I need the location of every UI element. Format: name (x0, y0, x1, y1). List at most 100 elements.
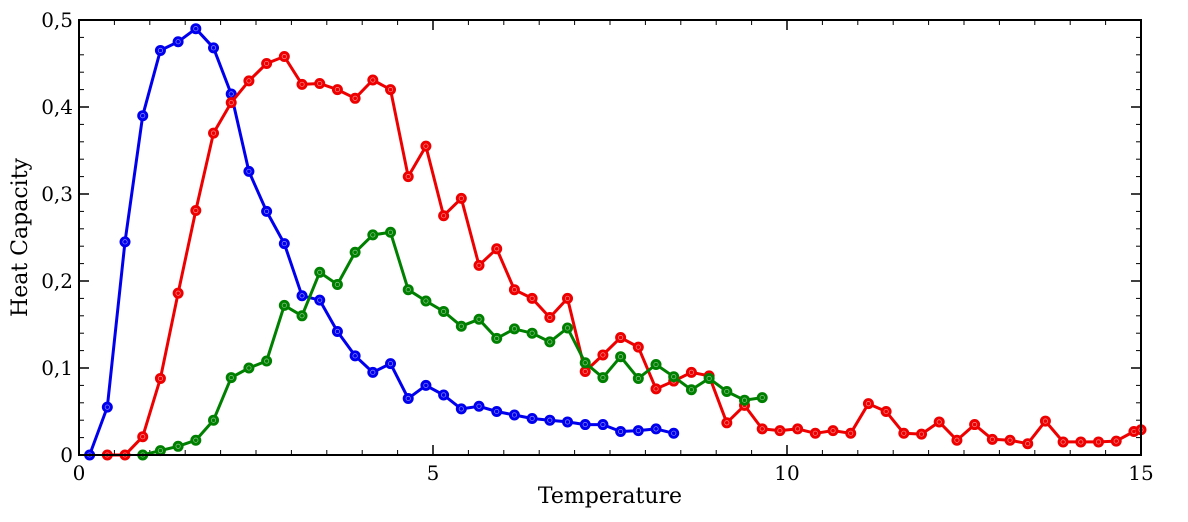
data-point-highlight (476, 316, 482, 322)
data-point (137, 431, 149, 443)
data-point (969, 419, 981, 431)
data-point-highlight (529, 295, 535, 301)
data-point-highlight (423, 298, 429, 304)
data-point-highlight (1025, 441, 1031, 447)
data-point-highlight (582, 360, 588, 366)
data-point-highlight (618, 354, 624, 360)
data-point-highlight (299, 293, 305, 299)
data-point-highlight (210, 45, 217, 51)
series-1 (84, 23, 680, 461)
data-point-highlight (795, 426, 801, 432)
data-point-highlight (441, 392, 447, 398)
series-3 (137, 226, 768, 461)
y-minor-ticks (79, 19, 1141, 456)
data-point (544, 336, 556, 348)
data-point-highlight (370, 77, 376, 83)
data-point-highlight (1060, 439, 1066, 445)
data-point-highlight (529, 330, 535, 336)
y-axis-title: Heat Capacity (8, 157, 33, 317)
data-point (420, 140, 432, 152)
data-point-highlight (352, 95, 358, 101)
data-point-highlight (281, 241, 287, 247)
data-point (809, 427, 821, 439)
data-point (261, 355, 273, 367)
data-point-highlight (352, 353, 358, 359)
data-point-highlight (653, 426, 659, 432)
data-point-highlight (458, 195, 464, 201)
data-point-highlight (547, 417, 553, 423)
data-point-highlight (228, 91, 234, 97)
data-point-highlight (600, 352, 606, 358)
data-point-highlight (759, 426, 765, 432)
data-point-highlight (564, 295, 571, 301)
data-point (438, 210, 450, 222)
data-point (579, 419, 591, 431)
data-point-highlight (918, 431, 925, 437)
data-point (420, 379, 432, 391)
data-point (650, 423, 662, 435)
data-point (473, 313, 485, 325)
data-point-highlight (405, 174, 411, 180)
data-point (349, 350, 361, 362)
data-point-highlight (334, 87, 340, 93)
data-point-highlight (423, 143, 429, 149)
data-point (668, 371, 680, 383)
y-tick-label: 0,5 (41, 8, 73, 32)
data-point (101, 401, 113, 413)
x-tick-labels: 0 5 10 15 (73, 461, 1154, 485)
data-point (190, 205, 202, 217)
data-point-highlight (600, 375, 606, 381)
data-point (632, 372, 644, 384)
data-point (402, 171, 414, 183)
data-point (402, 392, 414, 404)
data-point-highlight (264, 358, 270, 364)
data-point (331, 325, 343, 337)
data-point (562, 322, 574, 334)
data-point-highlight (476, 262, 482, 268)
data-point (438, 305, 450, 317)
data-point-highlight (175, 39, 181, 45)
data-point-highlight (157, 375, 163, 381)
data-point (172, 36, 184, 48)
data-point (314, 294, 326, 306)
data-point-highlight (193, 207, 199, 214)
data-point-highlight (405, 287, 411, 293)
data-point (172, 287, 184, 299)
data-point-highlight (441, 308, 447, 315)
data-point-highlight (564, 419, 571, 425)
x-tick-label: 10 (774, 461, 799, 485)
series-line (88, 27, 675, 456)
data-point-highlight (387, 361, 394, 367)
series-layer (84, 23, 1147, 461)
data-point-highlight (299, 81, 305, 87)
data-point (367, 229, 379, 241)
data-point-highlight (246, 78, 252, 84)
data-point (597, 349, 609, 361)
data-point (1093, 436, 1105, 448)
data-point (544, 312, 556, 324)
data-point-highlight (1042, 418, 1048, 424)
data-point (314, 266, 326, 278)
data-point (278, 299, 290, 311)
y-tick-label: 0,2 (41, 269, 73, 293)
data-point-highlight (228, 100, 234, 106)
data-point (208, 127, 220, 139)
data-point-highlight (600, 421, 606, 428)
data-point (1110, 435, 1122, 447)
data-point-highlight (582, 368, 588, 375)
x-tick-label: 15 (1128, 461, 1153, 485)
data-point-highlight (582, 421, 588, 428)
data-point (632, 341, 644, 353)
data-point (986, 433, 998, 445)
data-point (243, 75, 255, 87)
data-point (898, 427, 910, 439)
data-point (278, 238, 290, 250)
data-point (562, 416, 574, 428)
data-point-highlight (511, 326, 517, 332)
y-tick-label: 0 (60, 443, 73, 467)
data-point-highlight (458, 323, 464, 329)
data-point-highlight (564, 325, 571, 331)
y-tick-label: 0,4 (41, 95, 73, 119)
data-point (597, 419, 609, 431)
data-point-highlight (193, 437, 199, 443)
